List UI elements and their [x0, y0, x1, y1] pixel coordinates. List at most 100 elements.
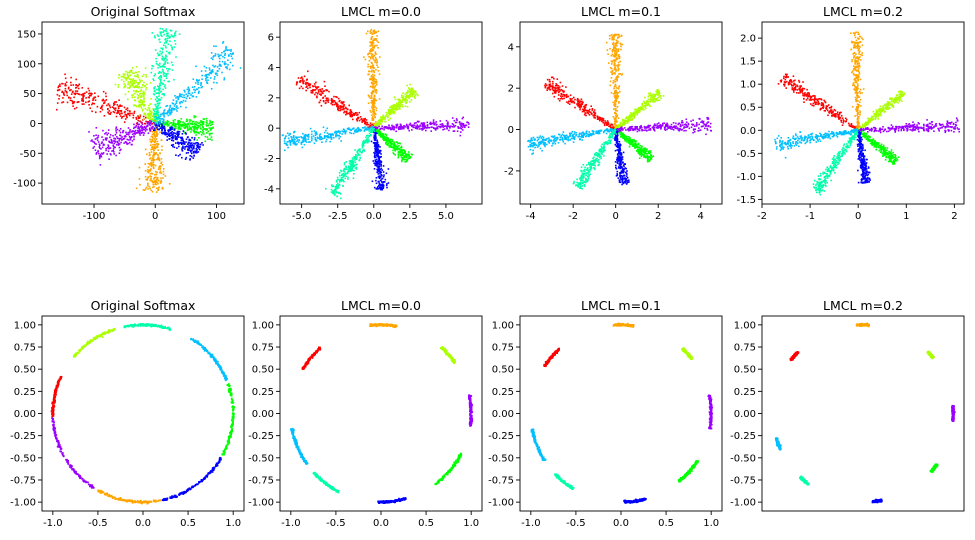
point — [300, 77, 302, 79]
point — [202, 118, 205, 120]
point — [352, 164, 354, 167]
point — [74, 92, 77, 95]
point — [161, 68, 164, 71]
point — [171, 107, 174, 110]
point — [143, 94, 145, 97]
point — [345, 110, 348, 113]
point — [190, 147, 193, 149]
point — [372, 108, 374, 111]
point — [169, 128, 172, 130]
point — [371, 62, 373, 64]
point — [138, 116, 140, 118]
point — [166, 37, 169, 40]
point — [125, 135, 127, 138]
point — [609, 125, 611, 127]
point — [622, 122, 624, 125]
point — [325, 135, 327, 137]
point — [335, 190, 337, 192]
point — [290, 140, 292, 143]
point — [637, 107, 640, 110]
point — [653, 97, 656, 99]
point — [570, 101, 572, 103]
point — [210, 136, 213, 138]
point — [196, 151, 198, 154]
point — [349, 109, 352, 111]
point — [201, 74, 203, 77]
point — [211, 69, 214, 71]
point — [190, 152, 193, 155]
point — [121, 138, 124, 141]
point — [225, 47, 227, 49]
point — [162, 173, 165, 176]
point — [339, 174, 341, 177]
point — [203, 118, 206, 120]
point — [378, 149, 381, 152]
point — [209, 72, 211, 74]
point — [555, 91, 557, 94]
point — [152, 140, 155, 143]
point — [439, 120, 442, 122]
point — [436, 126, 439, 128]
point — [287, 137, 290, 140]
point — [638, 111, 640, 113]
point — [184, 124, 186, 127]
point — [161, 186, 164, 189]
point — [429, 122, 431, 125]
point — [315, 139, 318, 142]
point — [380, 179, 382, 181]
point — [152, 167, 155, 170]
point — [216, 72, 218, 75]
point — [167, 111, 169, 113]
point — [335, 130, 337, 133]
point — [166, 59, 168, 61]
point — [428, 126, 431, 129]
point — [319, 88, 321, 91]
point — [144, 148, 147, 151]
point — [71, 99, 73, 102]
point — [149, 111, 151, 113]
point — [363, 150, 366, 152]
point — [343, 173, 346, 175]
point — [397, 153, 400, 156]
point — [303, 140, 305, 143]
point — [193, 88, 195, 91]
point — [293, 141, 296, 143]
point — [135, 71, 137, 74]
point — [544, 84, 546, 87]
point — [548, 83, 550, 86]
point — [157, 114, 160, 116]
point — [192, 123, 194, 126]
point — [230, 55, 233, 57]
point — [394, 104, 397, 106]
point — [189, 121, 191, 123]
point — [171, 109, 173, 111]
point — [169, 40, 171, 42]
point — [150, 161, 153, 164]
point — [375, 92, 378, 94]
point — [591, 113, 593, 115]
point — [368, 52, 370, 54]
x-tick-label: -2.5 — [328, 211, 348, 222]
point — [188, 89, 191, 92]
point — [365, 119, 368, 121]
point — [612, 92, 615, 95]
point — [410, 153, 413, 156]
point — [229, 61, 232, 64]
point — [301, 141, 304, 143]
point — [373, 138, 376, 140]
point — [174, 95, 176, 97]
point — [125, 79, 128, 81]
point — [580, 103, 582, 105]
point — [380, 118, 382, 120]
point — [614, 99, 617, 102]
y-tick-label: -4 — [264, 184, 274, 195]
point — [658, 92, 661, 95]
point — [647, 103, 650, 106]
point — [596, 116, 599, 119]
point — [150, 168, 152, 170]
point — [136, 122, 139, 124]
point — [154, 108, 156, 110]
point — [370, 140, 373, 143]
point — [188, 125, 191, 127]
point — [223, 77, 226, 79]
